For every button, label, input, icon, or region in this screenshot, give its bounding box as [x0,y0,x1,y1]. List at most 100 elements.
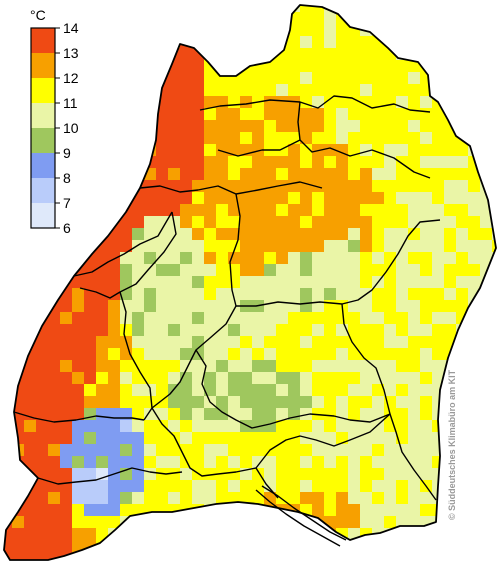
grid-cell [4,456,12,468]
grid-cell [120,96,132,108]
grid-cell [312,348,324,360]
grid-cell [324,348,336,360]
grid-cell [240,384,252,396]
grid-cell [384,240,396,252]
grid-cell [60,252,72,264]
grid-cell [4,5,12,12]
grid-cell [180,5,192,12]
grid-cell [96,300,108,312]
grid-cell [4,84,12,96]
grid-cell [36,360,48,372]
grid-cell [264,564,276,569]
grid-cell [432,324,444,336]
grid-cell [240,132,252,144]
grid-cell [84,192,96,204]
grid-cell [324,60,336,72]
grid-cell [396,528,408,540]
grid-cell [288,12,300,24]
grid-cell [348,252,360,264]
grid-cell [420,552,432,560]
grid-cell [264,72,276,84]
grid-cell [204,120,216,132]
grid-cell [204,168,216,180]
grid-cell [108,240,120,252]
grid-cell [132,468,144,480]
grid-cell [408,300,420,312]
grid-cell [480,36,492,48]
grid-cell [36,444,48,456]
grid-cell [132,504,144,516]
grid-cell [264,492,276,504]
grid-cell [24,384,36,396]
grid-cell [156,228,168,240]
grid-cell [336,60,348,72]
grid-cell [444,216,456,228]
grid-cell [12,144,24,156]
grid-cell [216,36,228,48]
grid-cell [252,120,264,132]
grid-cell [144,480,156,492]
grid-cell [84,324,96,336]
grid-cell [48,312,60,324]
grid-cell [408,72,420,84]
grid-cell [84,108,96,120]
grid-cell [396,456,408,468]
grid-cell [384,144,396,156]
grid-cell [492,120,496,132]
grid-cell [156,204,168,216]
grid-cell [204,72,216,84]
grid-cell [360,204,372,216]
grid-cell [4,180,12,192]
grid-cell [4,480,12,492]
grid-cell [60,444,72,456]
grid-cell [228,5,240,12]
grid-cell [84,552,96,560]
grid-cell [204,360,216,372]
grid-cell [144,528,156,540]
grid-cell [300,24,312,36]
grid-cell [180,432,192,444]
grid-cell [4,96,12,108]
district-border [151,305,237,409]
grid-cell [408,492,420,504]
grid-cell [204,84,216,96]
grid-cell [324,96,336,108]
grid-cell [264,168,276,180]
grid-cell [24,396,36,408]
grid-cell [36,372,48,384]
grid-cell [4,192,12,204]
grid-cell [360,228,372,240]
grid-cell [48,240,60,252]
grid-cell [216,540,228,552]
grid-cell [84,24,96,36]
district-border [341,303,437,501]
grid-cell [48,276,60,288]
grid-cell [24,528,36,540]
grid-cell [324,432,336,444]
grid-cell [324,492,336,504]
grid-cell [4,312,12,324]
grid-cell [216,228,228,240]
grid-cell [12,204,24,216]
grid-cell [168,324,180,336]
grid-cell [168,108,180,120]
grid-cell [408,528,420,540]
grid-cell [132,120,144,132]
grid-cell [444,288,456,300]
grid-cell [132,348,144,360]
grid-cell [360,468,372,480]
grid-cell [12,348,24,360]
grid-cell [324,372,336,384]
grid-cell [48,264,60,276]
grid-cell [228,48,240,60]
grid-cell [264,456,276,468]
grid-cell [96,144,108,156]
grid-cell [336,360,348,372]
grid-cell [204,252,216,264]
grid-cell [432,384,444,396]
grid-cell [108,108,120,120]
grid-cell [96,564,108,569]
grid-cell [444,564,456,569]
grid-cell [396,84,408,96]
grid-cell [360,492,372,504]
